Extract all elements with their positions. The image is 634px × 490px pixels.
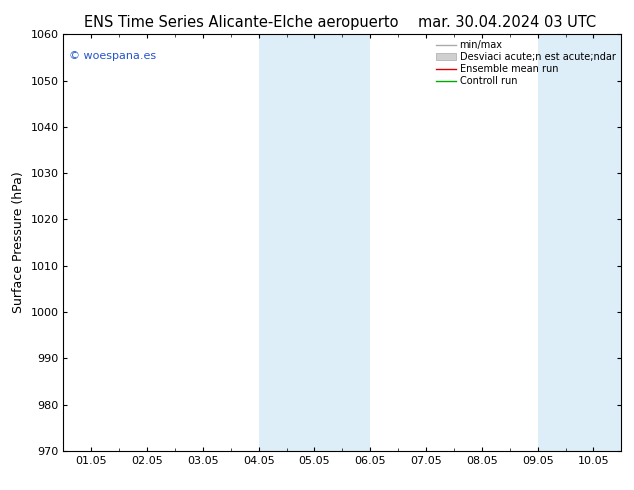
Text: ENS Time Series Alicante-Elche aeropuerto: ENS Time Series Alicante-Elche aeropuert… [84,15,398,30]
Bar [538,34,621,451]
Text: © woespana.es: © woespana.es [69,51,156,61]
Y-axis label: Surface Pressure (hPa): Surface Pressure (hPa) [12,172,25,314]
Text: mar. 30.04.2024 03 UTC: mar. 30.04.2024 03 UTC [418,15,596,30]
Legend: min/max, Desviaci acute;n est acute;ndar, Ensemble mean run, Controll run: min/max, Desviaci acute;n est acute;ndar… [432,36,619,90]
Bar [259,34,370,451]
